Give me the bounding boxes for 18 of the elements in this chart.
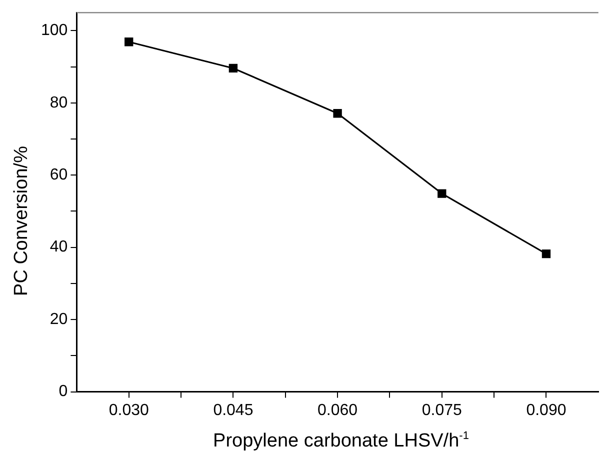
y-tick-label: 0	[58, 383, 68, 400]
y-tick-label: 100	[40, 22, 68, 40]
x-axis-title: Propylene carbonate LHSV/h$^{-1}$	[212, 430, 470, 452]
point	[333, 109, 342, 118]
point	[542, 250, 551, 258]
point	[438, 189, 446, 198]
y-tick-label: 60	[50, 166, 68, 184]
x-tick-label: 0.060	[318, 402, 358, 419]
y-tick-label: 80	[50, 94, 68, 112]
y-tick-label: 20	[50, 310, 68, 328]
x-tick-label: 0.090	[526, 402, 566, 419]
y-tick-label: 40	[50, 238, 68, 256]
x-tick-label: 0.030	[108, 402, 149, 419]
point	[124, 38, 134, 46]
point	[228, 64, 238, 73]
x-tick-label: 0.075	[422, 402, 462, 419]
y-axis-title: PC Conversion/%	[11, 145, 33, 298]
x-tick-label: 0.045	[213, 402, 254, 419]
